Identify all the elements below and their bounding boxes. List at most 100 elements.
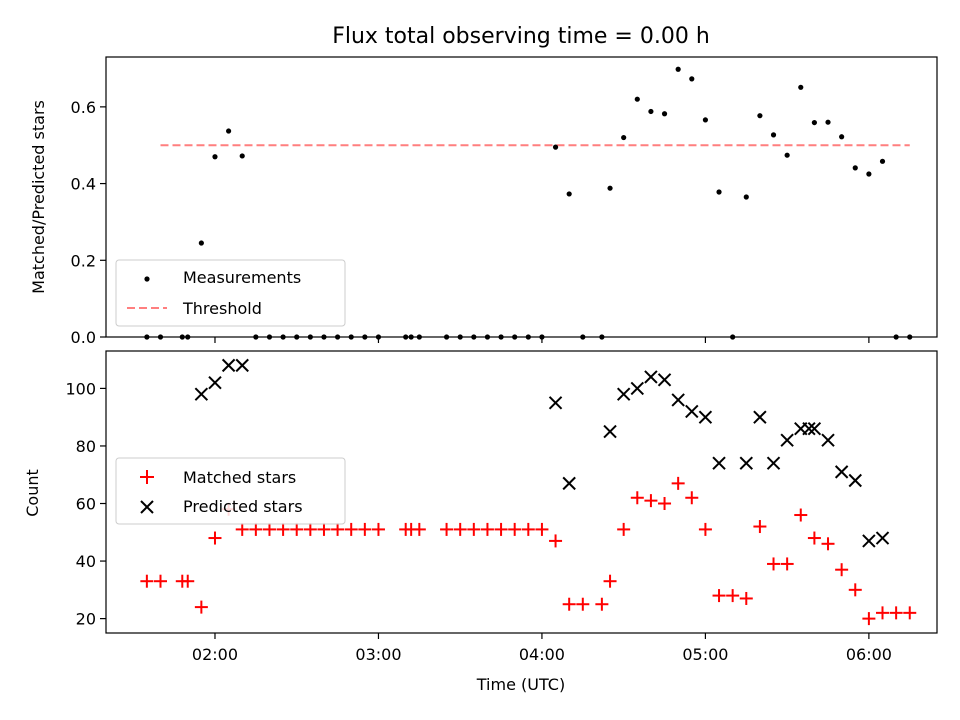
legend-measurements-marker [144, 276, 150, 282]
predicted-star-point [630, 381, 645, 396]
top-y-tick-label: 0.2 [71, 251, 96, 270]
top-y-tick-label: 0.0 [71, 328, 96, 347]
matched-star-point [262, 522, 276, 536]
matched-star-point [276, 522, 290, 536]
matched-star-point [889, 606, 903, 620]
matched-star-point [303, 522, 317, 536]
matched-star-point [595, 597, 609, 611]
matched-star-point [603, 574, 617, 588]
matched-star-point [644, 494, 658, 508]
x-tick-label: 05:00 [682, 645, 728, 664]
matched-star-point [876, 606, 890, 620]
bottom-y-tick-label: 80 [76, 437, 96, 456]
matched-star-point [698, 522, 712, 536]
top-legend-box [115, 259, 346, 327]
measurement-point [198, 240, 204, 246]
matched-star-point [794, 508, 808, 522]
bottom-y-tick-label: 40 [76, 552, 96, 571]
predicted-star-point [644, 370, 658, 384]
predicted-stars-points [194, 358, 890, 548]
predicted-star-point [848, 473, 862, 488]
matched-star-point [739, 591, 753, 605]
measurement-point [689, 76, 695, 82]
matched-star-point [821, 537, 835, 551]
measurement-point [852, 165, 858, 171]
matched-star-point [712, 589, 726, 603]
measurement-point [839, 134, 845, 140]
matched-star-point [658, 497, 672, 511]
top-legend: Measurements Threshold [115, 259, 346, 327]
bottom-y-axis-label: Count [23, 469, 42, 517]
x-tick-label: 04:00 [519, 645, 565, 664]
matched-star-point [358, 522, 372, 536]
predicted-star-point [739, 456, 753, 470]
measurement-point [879, 158, 886, 164]
predicted-star-point [862, 534, 876, 548]
matched-star-point [807, 531, 821, 545]
matched-star-point [521, 522, 535, 536]
measurement-point [661, 111, 668, 117]
matched-star-point [235, 522, 249, 536]
matched-star-point [371, 522, 385, 536]
measurement-point [648, 108, 654, 115]
measurement-point [811, 119, 817, 126]
top-axes-frame [105, 56, 938, 338]
predicted-star-point [194, 387, 209, 401]
matched-star-point [835, 563, 849, 577]
measurement-point [566, 191, 572, 197]
predicted-star-point [807, 421, 822, 436]
matched-star-point [576, 597, 590, 611]
measurement-point [702, 117, 709, 123]
matched-star-point [903, 606, 917, 620]
x-axis-label: Time (UTC) [476, 675, 565, 694]
matched-star-point [480, 522, 494, 536]
matched-star-point [153, 574, 167, 588]
measurement-point [757, 113, 763, 119]
measurement-point [784, 152, 790, 158]
predicted-star-point [221, 358, 236, 373]
matched-star-point [535, 522, 549, 536]
bottom-y-tick-label: 20 [76, 610, 96, 629]
top-panel: 0.0 0.2 0.4 0.6 Matched/Predicted stars Mea… [29, 56, 938, 347]
measurement-point [866, 171, 872, 177]
predicted-star-point [685, 404, 699, 419]
measurement-point [825, 119, 831, 125]
matched-star-point [508, 522, 522, 536]
predicted-star-point [562, 476, 576, 491]
matched-star-point [208, 531, 222, 545]
bottom-legend: Matched stars Predicted stars [115, 457, 346, 525]
matched-star-point [753, 520, 767, 534]
matched-star-point [671, 476, 685, 490]
legend-matched-marker [140, 470, 154, 484]
measurement-point [716, 189, 722, 195]
matched-star-point [685, 491, 699, 505]
measurement-point [798, 84, 804, 90]
measurement-point [621, 134, 627, 141]
predicted-star-point [548, 396, 563, 410]
predicted-star-point [235, 358, 249, 373]
x-tick-label: 06:00 [846, 645, 892, 664]
bottom-panel: 20 40 60 80 100 02:00 03:00 04:00 05:00 06:00 Co… [23, 350, 938, 694]
matched-star-point [630, 491, 644, 505]
matched-star-point [726, 589, 740, 603]
bottom-legend-box [115, 457, 346, 525]
matched-star-point [617, 522, 631, 536]
predicted-star-point [780, 433, 794, 447]
measurement-point [770, 132, 777, 138]
top-y-tick-label: 0.6 [71, 98, 96, 117]
matched-star-point [140, 574, 154, 588]
matched-star-point [317, 522, 331, 536]
predicted-star-point [821, 433, 835, 447]
measurement-point [634, 96, 640, 102]
matched-star-point [453, 522, 467, 536]
x-tick-label: 02:00 [192, 645, 238, 664]
matched-star-point [412, 522, 426, 536]
predicted-star-point [603, 424, 617, 439]
measurement-point [212, 154, 218, 160]
legend-threshold-label: Threshold [182, 299, 262, 318]
matched-star-point [249, 522, 263, 536]
bottom-y-tick-label: 100 [65, 379, 96, 398]
predicted-star-point [616, 387, 631, 401]
measurement-point [607, 185, 613, 191]
